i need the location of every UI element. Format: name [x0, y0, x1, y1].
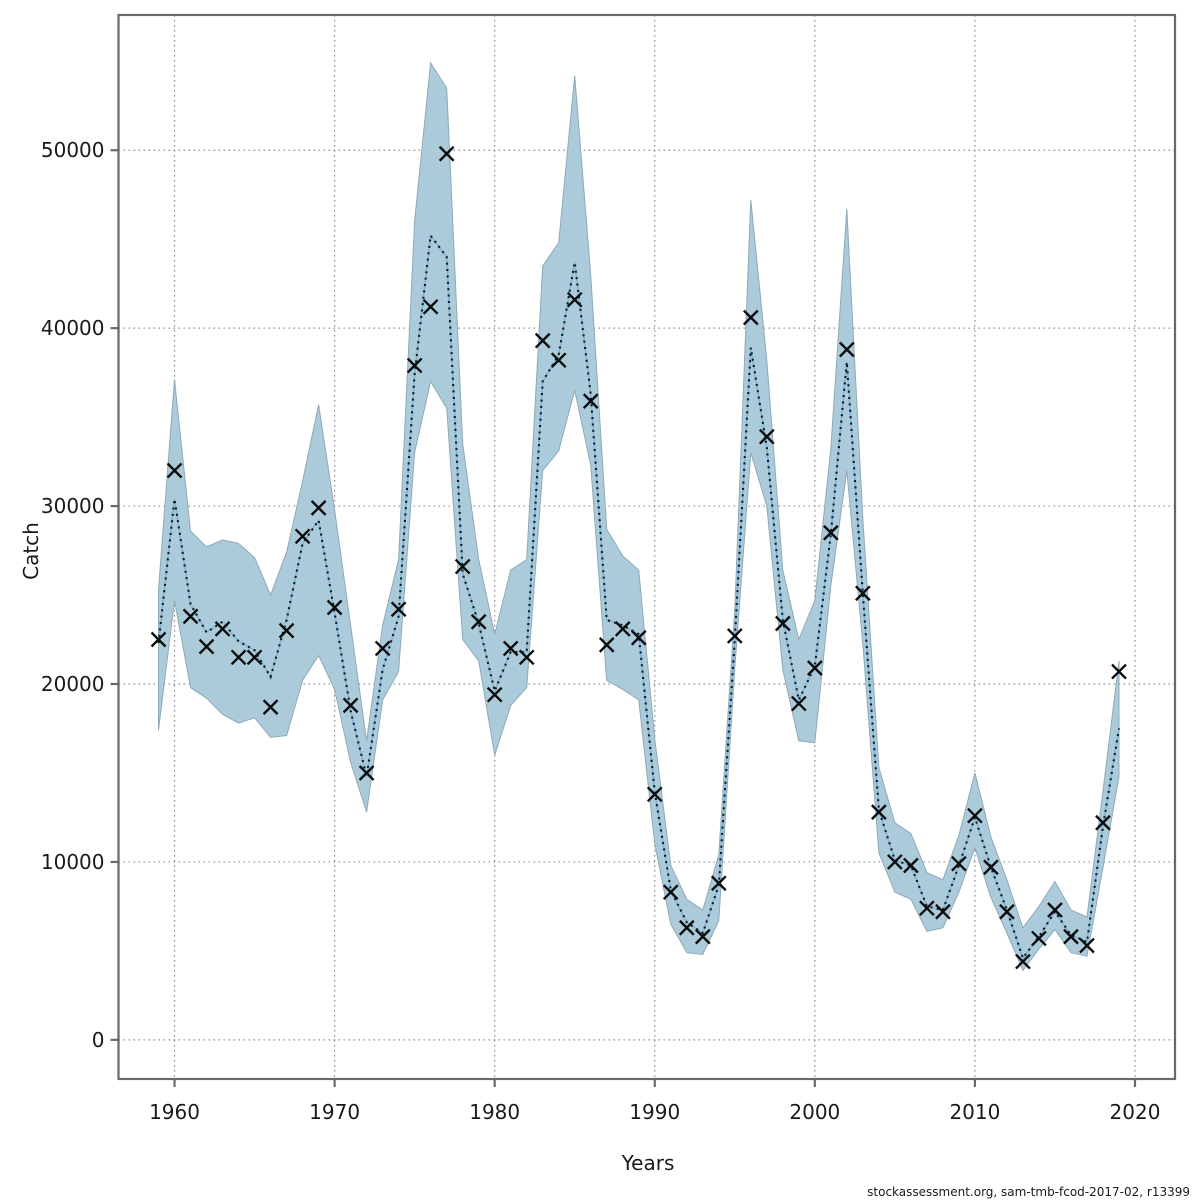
x-marker [1047, 902, 1063, 918]
x-marker [887, 854, 903, 870]
x-marker [534, 332, 551, 349]
x-marker [550, 352, 567, 369]
x-tick-label: 2010 [949, 1100, 1000, 1124]
x-marker [967, 807, 983, 824]
x-marker [358, 765, 375, 781]
confidence-band-polygon [158, 61, 1120, 972]
x-marker [246, 649, 263, 666]
x-marker [1079, 937, 1095, 954]
x-marker [422, 298, 439, 315]
x-marker [502, 640, 519, 657]
x-marker [470, 613, 487, 630]
x-tick-label: 1980 [469, 1100, 520, 1124]
x-marker [838, 341, 855, 358]
x-tick-label: 1990 [629, 1100, 680, 1124]
y-axis-title: Catch [19, 522, 43, 580]
x-marker [742, 309, 759, 326]
x-marker [871, 804, 887, 820]
x-marker [726, 628, 743, 644]
x-tick-label: 1970 [309, 1100, 360, 1124]
x-marker [310, 500, 327, 516]
x-marker [262, 699, 279, 715]
fit-line [157, 232, 1121, 961]
x-marker [999, 903, 1015, 920]
x-marker [919, 900, 935, 917]
confidence-band [158, 61, 1120, 972]
x-marker [822, 524, 839, 541]
x-marker [166, 462, 183, 479]
x-marker [774, 615, 791, 632]
x-marker [983, 859, 999, 876]
y-tick-label: 10000 [41, 850, 105, 874]
x-marker [662, 884, 679, 901]
y-tick-label: 40000 [41, 316, 105, 340]
x-marker [390, 601, 407, 618]
axis-ticks [110, 149, 1137, 1087]
x-marker [855, 585, 871, 602]
x-marker [694, 928, 711, 945]
plot-border [117, 13, 1177, 1081]
y-tick-label: 0 [92, 1028, 105, 1052]
x-marker [1095, 814, 1111, 831]
x-marker [566, 291, 583, 308]
x-marker [326, 599, 343, 616]
footer-note: stockassessment.org, sam-tmb-fcod-2017-0… [867, 1185, 1190, 1199]
x-marker [903, 857, 919, 874]
x-marker [758, 428, 775, 445]
catch-markers [150, 145, 1127, 970]
x-tick-label: 1960 [149, 1100, 200, 1124]
x-marker [790, 695, 807, 712]
x-marker [150, 631, 167, 648]
x-marker [1031, 930, 1047, 947]
x-marker [406, 357, 423, 374]
x-marker [646, 786, 663, 803]
axis-tick-labels: 0 10000 20000 30000 40000 50000 1960 1970 1980 19… [41, 138, 1161, 1124]
fit-line-dotted [157, 232, 1121, 961]
y-tick-label: 30000 [41, 494, 105, 518]
plot-frame [117, 13, 1177, 1081]
x-marker [614, 620, 631, 637]
x-marker [182, 608, 199, 625]
x-marker [1015, 953, 1031, 970]
x-marker [294, 528, 311, 545]
x-marker [374, 640, 391, 657]
x-marker [230, 649, 247, 666]
x-marker [951, 855, 967, 872]
x-marker [806, 660, 823, 676]
x-marker [438, 145, 455, 162]
x-marker [598, 637, 615, 653]
x-marker [198, 638, 215, 655]
x-marker [518, 649, 535, 666]
y-tick-label: 20000 [41, 672, 105, 696]
x-marker [278, 622, 295, 639]
x-marker [678, 919, 695, 936]
x-marker [630, 629, 647, 646]
x-marker [710, 875, 727, 892]
x-marker [214, 620, 231, 637]
x-tick-label: 2020 [1110, 1100, 1161, 1124]
x-marker [1063, 928, 1079, 945]
x-marker [454, 558, 471, 575]
x-marker [342, 697, 359, 714]
x-axis-title: Years [621, 1151, 675, 1175]
x-marker [582, 393, 599, 409]
x-marker [486, 686, 503, 703]
x-marker [1111, 663, 1127, 680]
x-tick-label: 2000 [789, 1100, 840, 1124]
y-tick-label: 50000 [41, 138, 105, 162]
x-marker [935, 903, 951, 920]
